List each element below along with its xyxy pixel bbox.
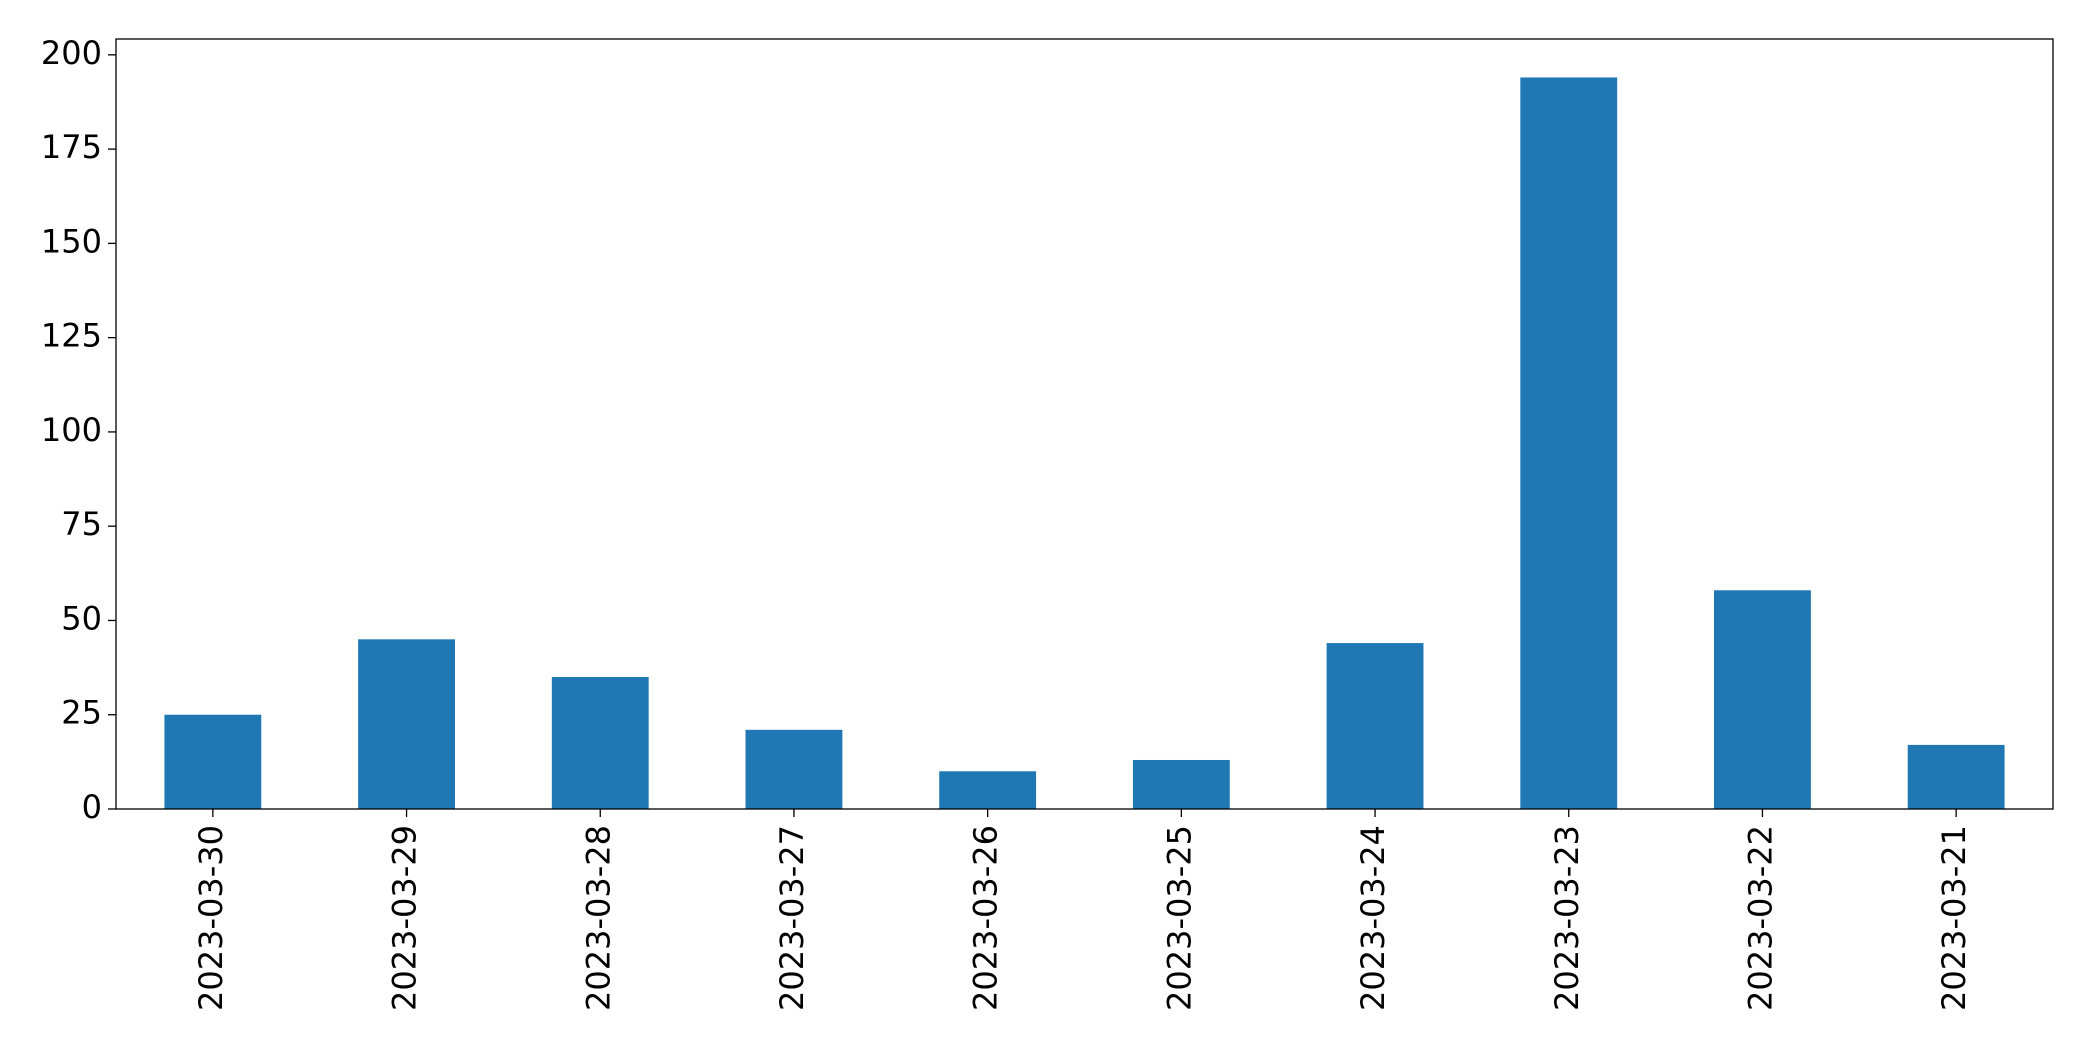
bar: [745, 729, 843, 809]
y-tick-label: 25: [61, 694, 102, 732]
y-tick-label: 75: [61, 505, 102, 543]
x-tick-label: 2023-03-29: [386, 825, 424, 1011]
x-tick-label: 2023-03-27: [773, 825, 811, 1011]
x-tick-label: 2023-03-30: [192, 825, 230, 1011]
y-tick-label: 0: [82, 788, 102, 826]
y-tick-label: 150: [41, 222, 102, 260]
bar: [551, 677, 649, 809]
bar: [358, 639, 455, 809]
y-tick-label: 125: [41, 317, 102, 355]
x-tick-label: 2023-03-21: [1935, 825, 1973, 1011]
bar: [1520, 77, 1618, 810]
y-tick-label: 175: [41, 128, 102, 166]
x-tick-label: 2023-03-28: [579, 825, 617, 1011]
y-tick-label: 50: [61, 599, 102, 637]
bar: [1326, 643, 1424, 809]
x-tick-label: 2023-03-25: [1160, 825, 1198, 1011]
x-tick-label: 2023-03-24: [1354, 825, 1392, 1011]
y-tick-label: 100: [41, 411, 102, 449]
plot-frame: [115, 38, 2054, 810]
x-tick-label: 2023-03-22: [1741, 825, 1779, 1011]
x-tick-label: 2023-03-26: [967, 825, 1005, 1011]
bar: [939, 771, 1037, 809]
x-tick-label: 2023-03-23: [1548, 825, 1586, 1011]
bar: [1907, 744, 2005, 809]
y-tick-label: 200: [41, 34, 102, 72]
bar: [164, 714, 262, 809]
bar: [1132, 759, 1230, 809]
bar: [1714, 590, 1811, 809]
